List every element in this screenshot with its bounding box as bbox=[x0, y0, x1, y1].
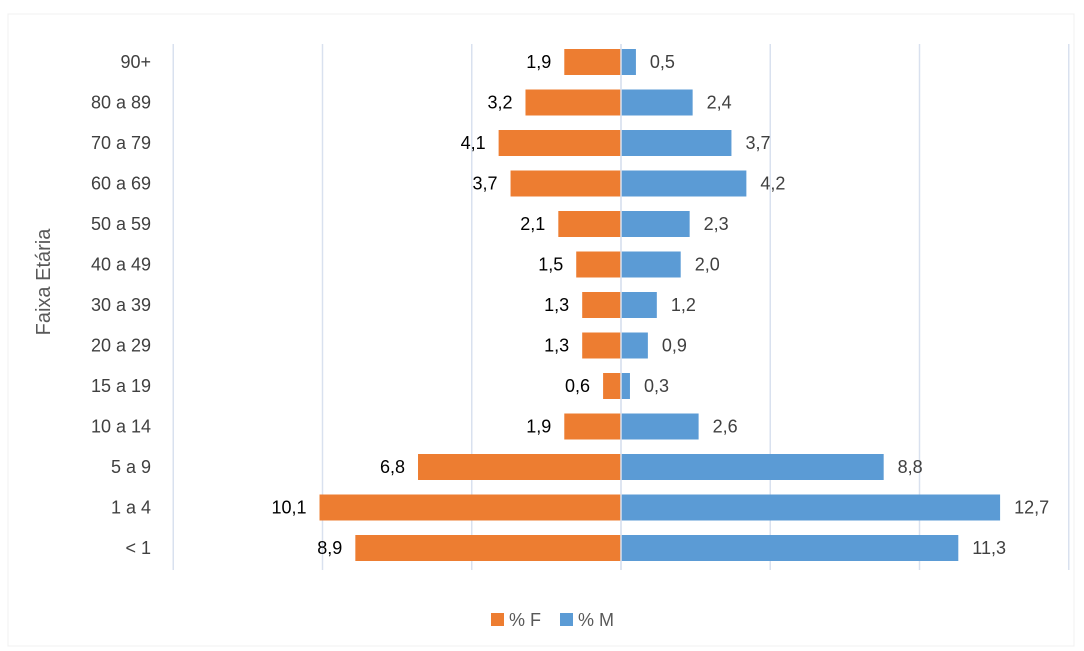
data-label-female: 3,2 bbox=[487, 93, 512, 113]
bar-male bbox=[621, 89, 693, 116]
bar-male bbox=[621, 373, 630, 399]
bar-female bbox=[582, 292, 621, 318]
bar-male bbox=[621, 251, 681, 278]
bar-male bbox=[621, 49, 636, 75]
bar-male bbox=[621, 535, 959, 561]
data-label-male: 2,6 bbox=[713, 417, 738, 437]
data-label-male: 4,2 bbox=[760, 174, 785, 194]
data-label-male: 8,8 bbox=[898, 457, 923, 477]
bar-male bbox=[621, 292, 657, 318]
data-label-female: 1,3 bbox=[544, 295, 569, 315]
category-label: 5 a 9 bbox=[111, 457, 151, 477]
data-label-male: 3,7 bbox=[745, 133, 770, 153]
data-label-female: 8,9 bbox=[317, 538, 342, 558]
data-label-male: 0,9 bbox=[662, 336, 687, 356]
legend-label-m: % M bbox=[578, 610, 614, 630]
data-label-male: 2,3 bbox=[704, 214, 729, 234]
data-label-female: 3,7 bbox=[473, 174, 498, 194]
category-label: 50 a 59 bbox=[91, 214, 151, 234]
category-label: 20 a 29 bbox=[91, 336, 151, 356]
data-labels: 1,9 0,5 3,2 2,4 4,1 3,7 3,7 4,2 2,1 2,3 1,5 2,0 1,3 1… bbox=[271, 52, 1049, 558]
bar-male bbox=[621, 170, 747, 197]
data-label-female: 1,9 bbox=[526, 52, 551, 72]
data-label-female: 4,1 bbox=[461, 133, 486, 153]
data-label-male: 12,7 bbox=[1014, 498, 1049, 518]
bar-female bbox=[525, 89, 621, 116]
bar-male bbox=[621, 494, 1001, 521]
data-label-female: 1,3 bbox=[544, 336, 569, 356]
data-label-female: 0,6 bbox=[565, 376, 590, 396]
bar-female bbox=[558, 211, 621, 237]
bar-male bbox=[621, 332, 648, 359]
data-label-male: 0,3 bbox=[644, 376, 669, 396]
legend-swatch-m bbox=[560, 613, 573, 626]
bar-male bbox=[621, 211, 690, 237]
category-label: 40 a 49 bbox=[91, 255, 151, 275]
gridlines bbox=[172, 44, 1070, 570]
bar-female bbox=[564, 49, 621, 75]
data-label-male: 2,0 bbox=[695, 255, 720, 275]
data-label-female: 6,8 bbox=[380, 457, 405, 477]
category-label: 70 a 79 bbox=[91, 133, 151, 153]
data-label-female: 10,1 bbox=[271, 498, 306, 518]
bar-female bbox=[576, 251, 621, 278]
category-label: 10 a 14 bbox=[91, 417, 151, 437]
bar-female bbox=[564, 413, 621, 440]
bar-male bbox=[621, 130, 732, 156]
legend-label-f: % F bbox=[509, 610, 541, 630]
bar-female bbox=[355, 535, 621, 561]
bar-female bbox=[582, 332, 621, 359]
data-label-female: 1,9 bbox=[526, 417, 551, 437]
bars bbox=[319, 44, 1001, 570]
bar-male bbox=[621, 413, 699, 440]
category-label: 30 a 39 bbox=[91, 295, 151, 315]
bar-male bbox=[621, 454, 884, 480]
bar-female bbox=[498, 130, 621, 156]
bar-female bbox=[418, 454, 621, 480]
y-axis-title: Faixa Etária bbox=[33, 228, 55, 336]
bar-female bbox=[319, 494, 621, 521]
bar-female bbox=[603, 373, 621, 399]
legend: % F % M bbox=[491, 610, 614, 630]
data-label-female: 2,1 bbox=[520, 214, 545, 234]
legend-swatch-f bbox=[491, 613, 504, 626]
data-label-male: 2,4 bbox=[707, 93, 732, 113]
data-label-female: 1,5 bbox=[538, 255, 563, 275]
category-label: 15 a 19 bbox=[91, 376, 151, 396]
data-label-male: 0,5 bbox=[650, 52, 675, 72]
data-label-male: 1,2 bbox=[671, 295, 696, 315]
category-label: 90+ bbox=[120, 52, 151, 72]
category-labels: 90+ 80 a 89 70 a 79 60 a 69 50 a 59 40 a 49 30… bbox=[91, 52, 151, 558]
category-label: 1 a 4 bbox=[111, 498, 151, 518]
bar-female bbox=[510, 170, 621, 197]
category-label: < 1 bbox=[125, 538, 151, 558]
data-label-male: 11,3 bbox=[972, 538, 1006, 558]
category-label: 60 a 69 bbox=[91, 174, 151, 194]
category-label: 80 a 89 bbox=[91, 93, 151, 113]
